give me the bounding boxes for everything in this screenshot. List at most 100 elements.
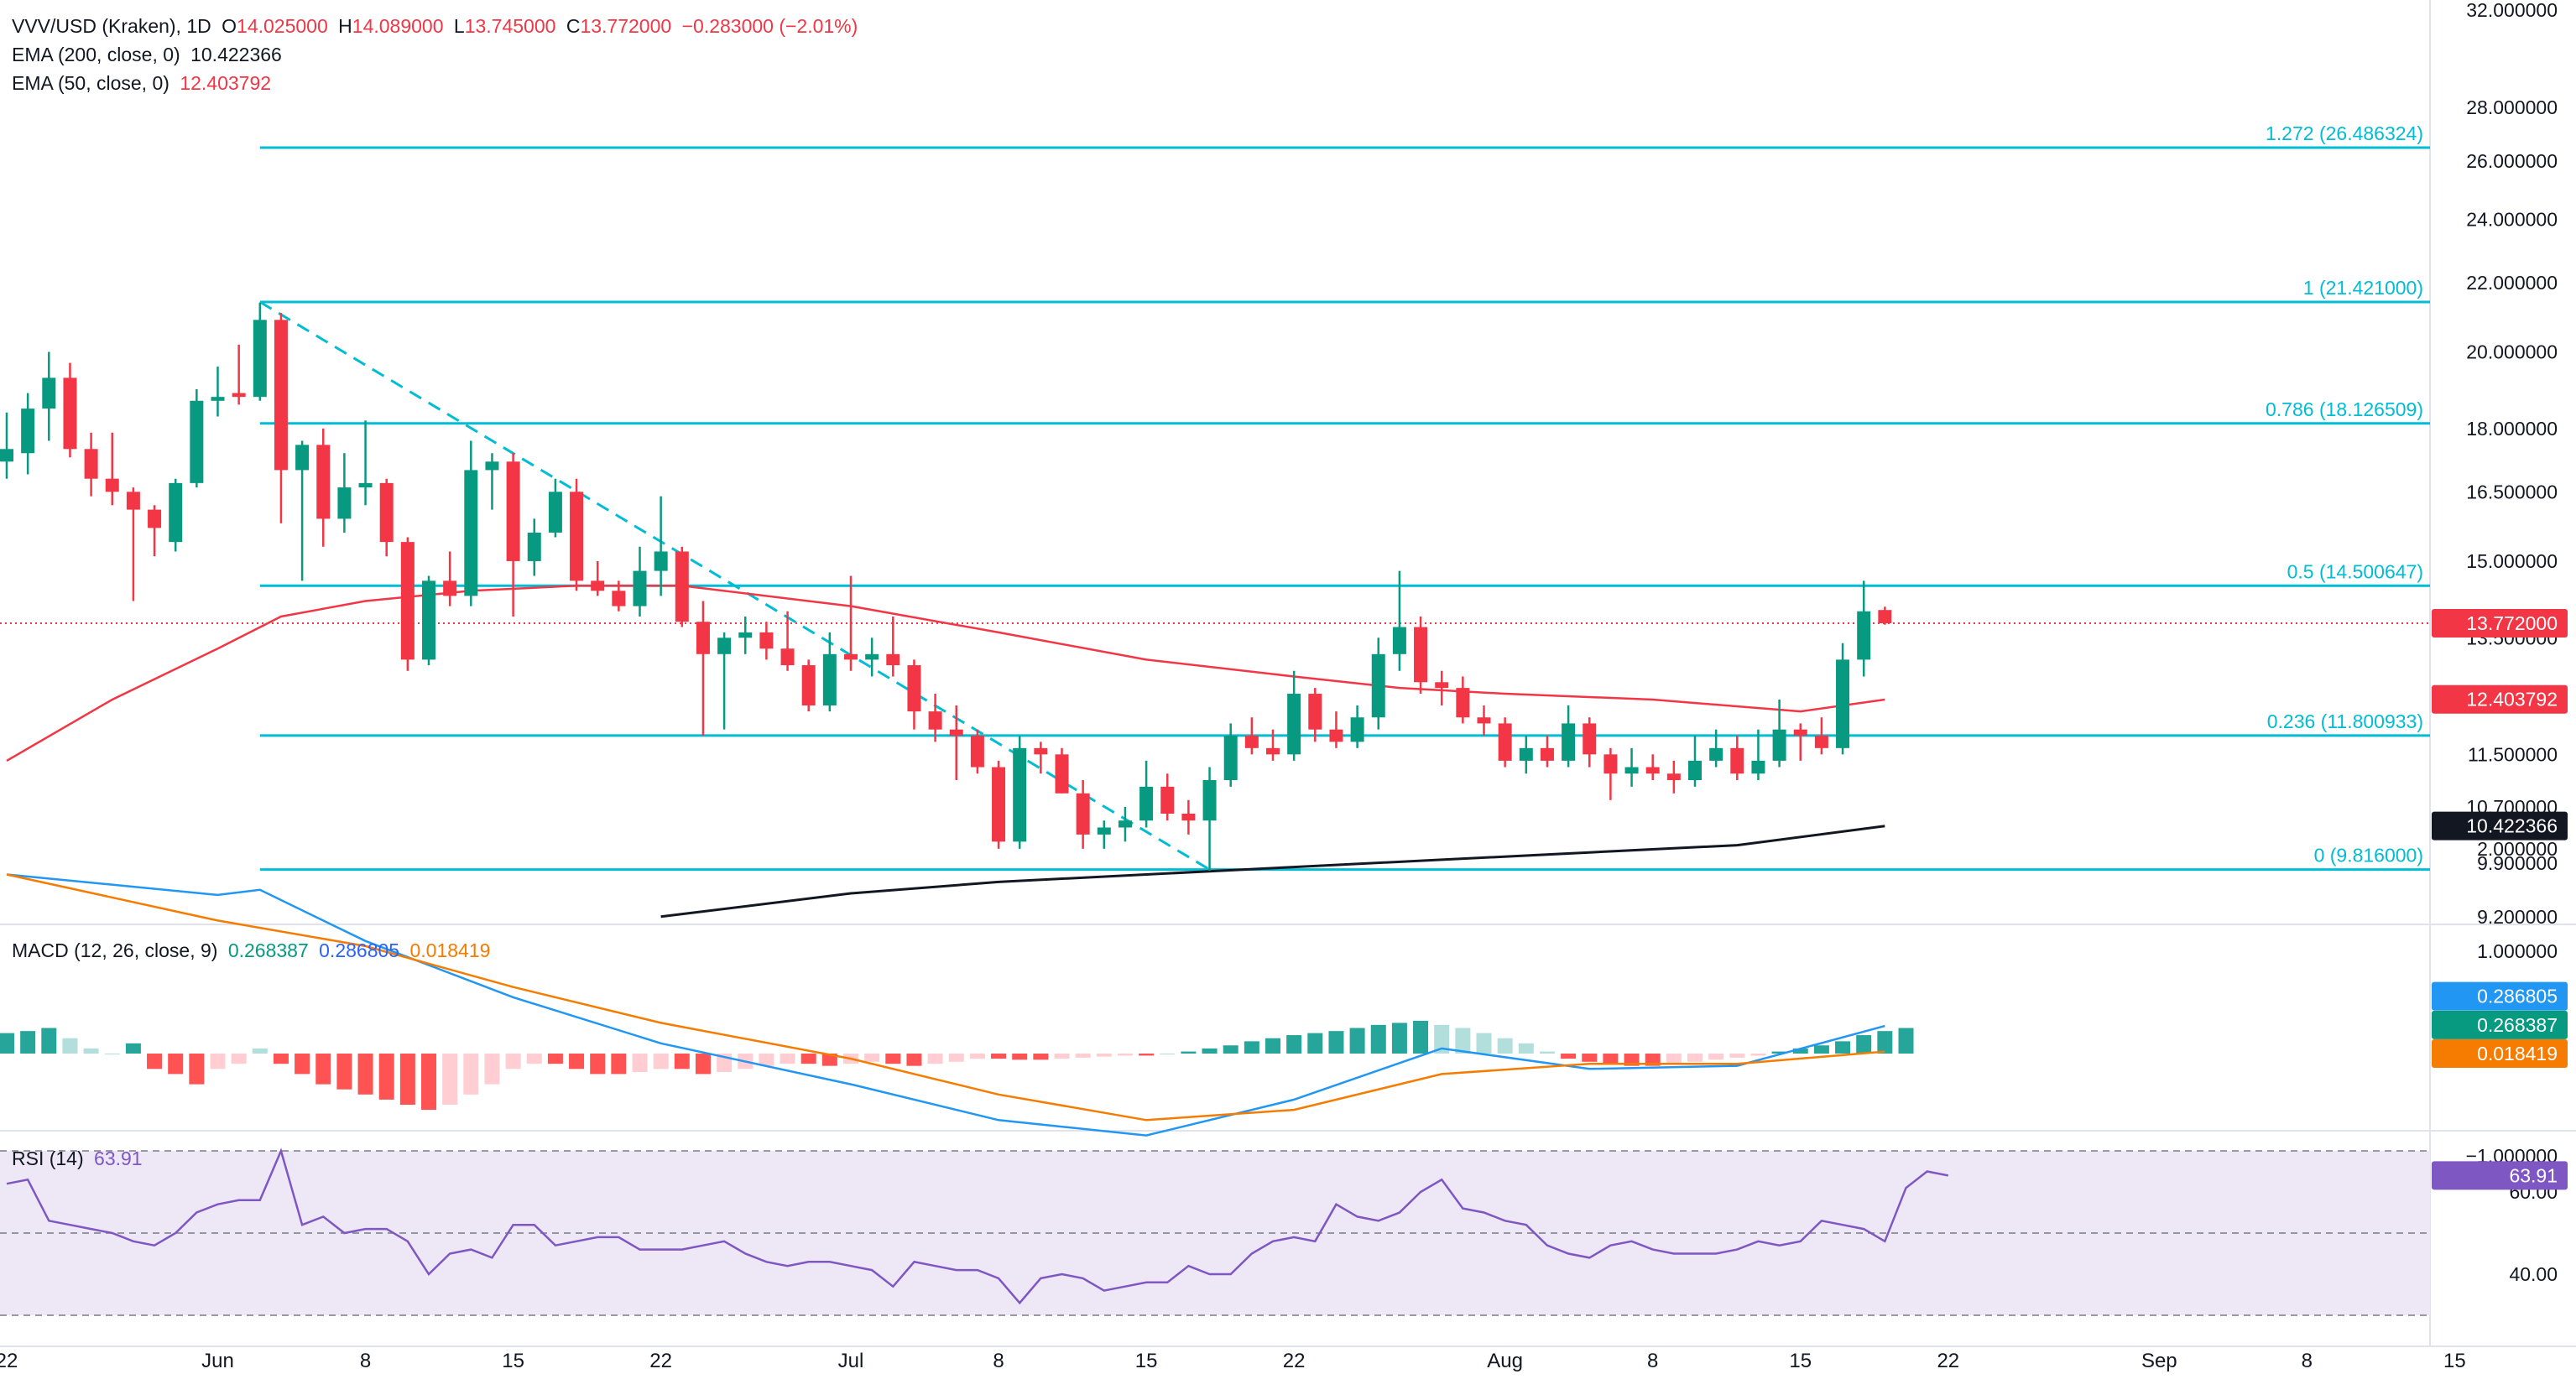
- candle[interactable]: [1519, 736, 1533, 774]
- candle[interactable]: [1181, 799, 1196, 835]
- candle[interactable]: [1118, 806, 1132, 842]
- candle[interactable]: [21, 393, 35, 475]
- candle[interactable]: [0, 412, 13, 479]
- candle[interactable]: [992, 760, 1006, 849]
- candle[interactable]: [548, 478, 562, 538]
- candle[interactable]: [717, 632, 732, 730]
- candle[interactable]: [1223, 723, 1238, 787]
- candle[interactable]: [1772, 699, 1786, 768]
- candle[interactable]: [801, 659, 816, 712]
- candle[interactable]: [232, 344, 246, 405]
- candle[interactable]: [148, 505, 162, 557]
- candle[interactable]: [190, 388, 204, 488]
- trend-line[interactable]: [259, 300, 1211, 871]
- rsi-line[interactable]: [6, 1148, 1949, 1305]
- macd-signal-line[interactable]: [6, 873, 1885, 1122]
- candle[interactable]: [1435, 670, 1449, 706]
- candle[interactable]: [844, 575, 858, 671]
- candle[interactable]: [527, 518, 541, 576]
- candle[interactable]: [1857, 580, 1871, 677]
- candle[interactable]: [1498, 717, 1512, 768]
- candle[interactable]: [295, 440, 310, 581]
- candle[interactable]: [1371, 638, 1385, 730]
- candle[interactable]: [126, 487, 140, 601]
- candle[interactable]: [1730, 736, 1744, 781]
- candle[interactable]: [865, 638, 879, 677]
- candle[interactable]: [1097, 820, 1111, 849]
- candle[interactable]: [612, 580, 626, 612]
- candle[interactable]: [1456, 676, 1470, 724]
- candle[interactable]: [211, 367, 225, 417]
- legend-rsi[interactable]: RSI (14) 63.91: [12, 1148, 148, 1170]
- candle[interactable]: [654, 496, 668, 596]
- candle[interactable]: [316, 428, 331, 547]
- legend-ema200[interactable]: EMA (200, close, 0) 10.422366: [12, 44, 287, 66]
- candle[interactable]: [759, 622, 774, 660]
- legend-macd[interactable]: MACD (12, 26, close, 9) 0.268387 0.28680…: [12, 939, 495, 962]
- candle[interactable]: [1076, 780, 1090, 849]
- candle[interactable]: [1562, 705, 1576, 768]
- candle[interactable]: [1160, 773, 1175, 821]
- candle[interactable]: [1793, 723, 1807, 761]
- candle[interactable]: [1034, 742, 1048, 774]
- candle[interactable]: [337, 453, 352, 533]
- candle[interactable]: [1202, 767, 1217, 872]
- candle[interactable]: [675, 546, 689, 627]
- candle[interactable]: [696, 601, 710, 736]
- candle[interactable]: [633, 546, 647, 617]
- candle[interactable]: [1814, 717, 1828, 755]
- candle[interactable]: [84, 432, 98, 497]
- candle[interactable]: [1414, 616, 1428, 695]
- candle[interactable]: [1666, 760, 1681, 794]
- candle[interactable]: [506, 453, 520, 617]
- candle[interactable]: [1603, 747, 1618, 800]
- candle[interactable]: [780, 611, 795, 671]
- legend-ema50[interactable]: EMA (50, close, 0) 12.403792: [12, 72, 276, 95]
- candle[interactable]: [169, 478, 183, 552]
- candle[interactable]: [1244, 717, 1259, 755]
- candle[interactable]: [738, 616, 753, 654]
- candle[interactable]: [464, 440, 478, 606]
- macd-line[interactable]: [6, 873, 1885, 1137]
- candle[interactable]: [1540, 736, 1554, 768]
- candle[interactable]: [1583, 717, 1597, 768]
- candle[interactable]: [274, 313, 288, 523]
- candle[interactable]: [970, 729, 984, 774]
- candle[interactable]: [1751, 729, 1765, 781]
- candle[interactable]: [1055, 747, 1069, 794]
- candle[interactable]: [1139, 760, 1154, 828]
- candle[interactable]: [42, 351, 56, 441]
- symbol-name[interactable]: VVV/USD (Kraken), 1D: [12, 15, 211, 37]
- candle[interactable]: [1709, 729, 1723, 768]
- candle[interactable]: [1624, 747, 1639, 787]
- candle[interactable]: [1013, 736, 1027, 849]
- candle[interactable]: [63, 362, 77, 458]
- candle[interactable]: [1878, 606, 1892, 625]
- candle[interactable]: [591, 560, 605, 596]
- candle[interactable]: [358, 420, 373, 506]
- candle[interactable]: [907, 659, 921, 730]
- candle[interactable]: [949, 705, 963, 781]
- candle[interactable]: [253, 302, 267, 401]
- candle[interactable]: [485, 453, 499, 510]
- candle[interactable]: [1287, 670, 1301, 761]
- candle[interactable]: [422, 575, 435, 666]
- candle[interactable]: [400, 537, 415, 671]
- candle[interactable]: [1308, 688, 1322, 742]
- candle[interactable]: [1645, 754, 1660, 781]
- candle[interactable]: [1350, 705, 1364, 748]
- candle[interactable]: [105, 432, 119, 506]
- candle[interactable]: [822, 632, 837, 712]
- candle[interactable]: [1266, 729, 1280, 761]
- candle[interactable]: [1477, 705, 1491, 736]
- candle[interactable]: [1688, 736, 1702, 787]
- candle[interactable]: [886, 616, 900, 677]
- candle[interactable]: [1836, 643, 1850, 755]
- candle[interactable]: [443, 551, 457, 606]
- candle[interactable]: [379, 478, 394, 557]
- candle[interactable]: [1329, 711, 1343, 748]
- ema200-line[interactable]: [660, 825, 1885, 919]
- candle[interactable]: [1392, 570, 1406, 671]
- candle[interactable]: [928, 694, 942, 742]
